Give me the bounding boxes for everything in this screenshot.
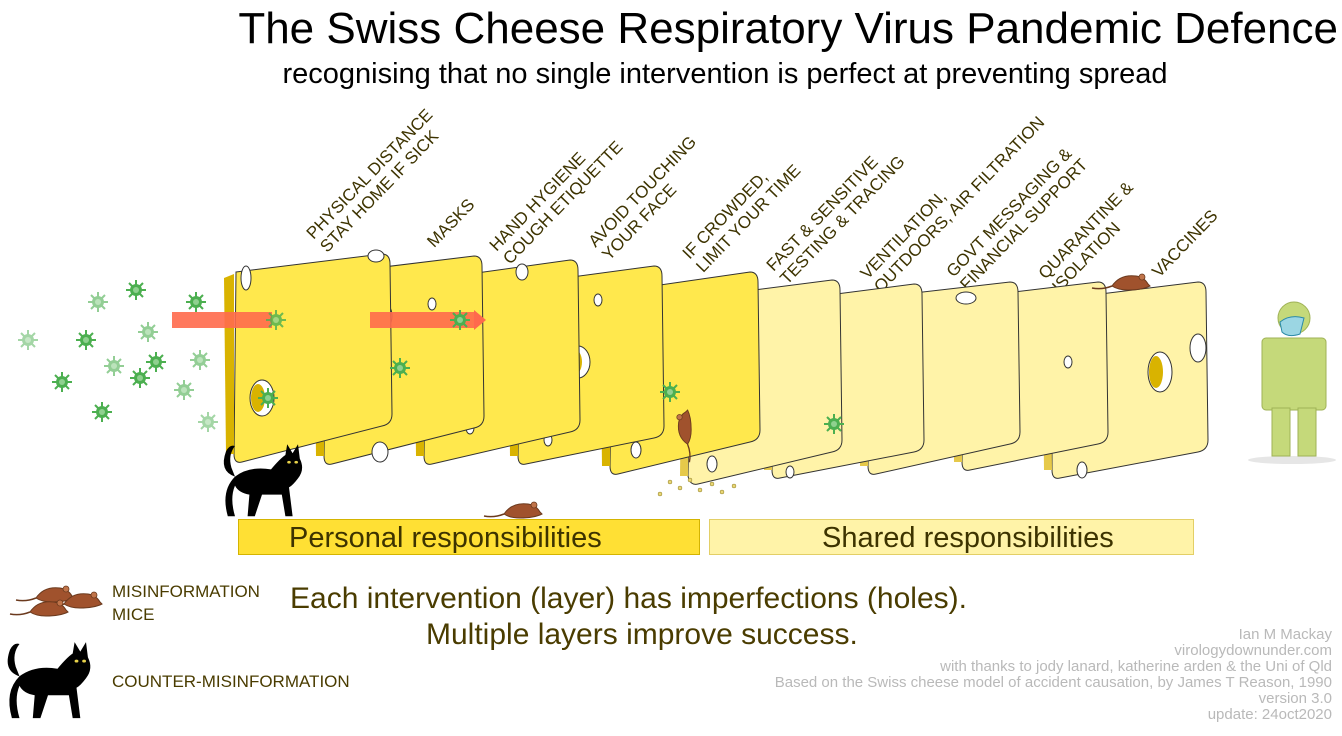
arrow-icon	[172, 310, 486, 330]
legend-mice-icon	[9, 585, 103, 617]
mouse-icon	[483, 501, 543, 519]
credit-line: update: 24oct2020	[1207, 706, 1332, 723]
cheese-crumbs	[657, 477, 737, 497]
credit-line: Based on the Swiss cheese model of accid…	[774, 674, 1332, 691]
caption-line-2: Multiple layers improve success.	[426, 618, 858, 651]
credit-line: virologydownunder.com	[1174, 642, 1332, 659]
caption-line-1: Each intervention (layer) has imperfecti…	[290, 582, 967, 615]
credits: Ian M Mackay virologydownunder.com with …	[775, 627, 1332, 723]
legend-mice-label: MISINFORMATION MICE	[112, 582, 260, 624]
credit-line: Ian M Mackay	[1238, 626, 1332, 643]
mask-icon	[1279, 316, 1305, 337]
legend-cat-label: COUNTER-MISINFORMATION	[112, 672, 350, 691]
credit-line: with thanks to jody lanard, katherine ar…	[940, 658, 1332, 675]
legend-cat-icon	[7, 642, 91, 719]
personal-responsibilities-banner: Personal responsibilities	[238, 519, 700, 555]
shared-responsibilities-banner: Shared responsibilities	[709, 519, 1194, 555]
person-icon	[1248, 301, 1336, 464]
page-title: The Swiss Cheese Respiratory Virus Pande…	[238, 4, 1338, 53]
credit-line: version 3.0	[1258, 690, 1332, 707]
page-subtitle: recognising that no single intervention …	[282, 58, 1168, 90]
